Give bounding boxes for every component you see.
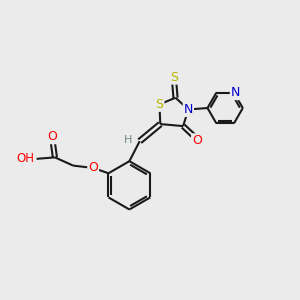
Text: O: O bbox=[48, 130, 58, 143]
Text: O: O bbox=[192, 134, 202, 147]
Text: N: N bbox=[231, 86, 240, 99]
Text: N: N bbox=[184, 103, 193, 116]
Text: S: S bbox=[170, 70, 178, 84]
Text: S: S bbox=[155, 98, 164, 111]
Text: H: H bbox=[124, 135, 133, 145]
Text: OH: OH bbox=[16, 152, 34, 165]
Text: O: O bbox=[88, 161, 98, 175]
